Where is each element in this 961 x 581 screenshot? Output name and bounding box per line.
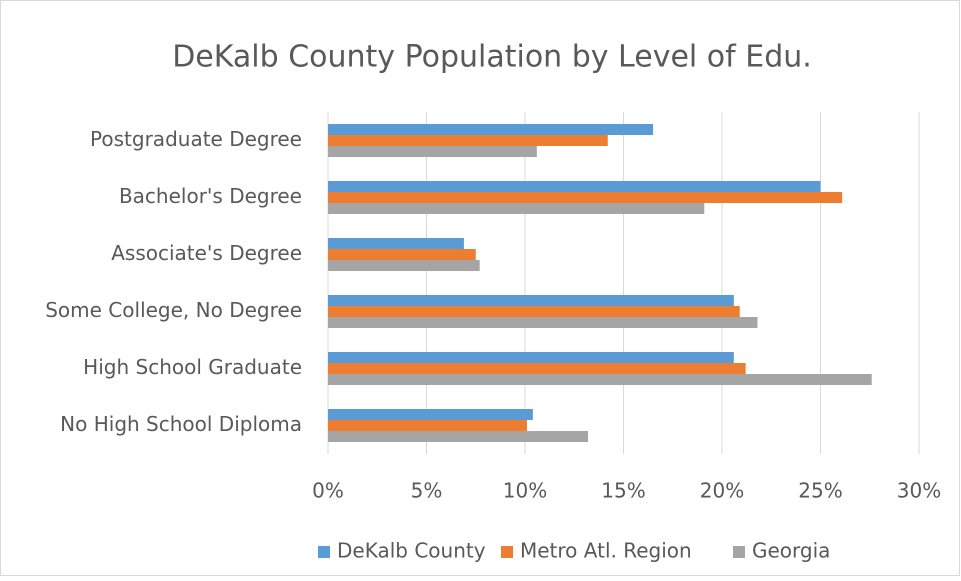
y-tick-label: Postgraduate Degree xyxy=(90,127,302,151)
bar xyxy=(328,181,821,192)
bar xyxy=(328,431,589,442)
bar xyxy=(328,146,537,157)
x-tick-label: 15% xyxy=(601,479,645,503)
bar xyxy=(328,135,608,146)
bar xyxy=(328,192,843,203)
x-tick-label: 0% xyxy=(312,479,344,503)
y-tick-label: Associate's Degree xyxy=(111,241,302,265)
bar xyxy=(328,295,734,306)
bar xyxy=(328,352,734,363)
bar xyxy=(328,374,872,385)
y-tick-label: High School Graduate xyxy=(83,355,302,379)
bar xyxy=(328,260,480,271)
chart-title: DeKalb County Population by Level of Edu… xyxy=(172,40,812,75)
bar xyxy=(328,203,705,214)
legend-label: Metro Atl. Region xyxy=(520,539,692,563)
bar xyxy=(328,420,527,431)
bar xyxy=(328,409,533,420)
y-tick-label: No High School Diploma xyxy=(60,412,302,436)
legend-swatch xyxy=(318,546,330,558)
x-tick-label: 5% xyxy=(411,479,443,503)
bar xyxy=(328,317,758,328)
legend-label: Georgia xyxy=(752,539,830,563)
y-tick-label: Some College, No Degree xyxy=(45,298,302,322)
bar xyxy=(328,238,464,249)
x-tick-label: 30% xyxy=(897,479,941,503)
legend-label: DeKalb County xyxy=(337,539,486,563)
x-tick-label: 20% xyxy=(700,479,744,503)
bar xyxy=(328,306,740,317)
bar xyxy=(328,363,746,374)
legend-swatch xyxy=(501,546,513,558)
bar xyxy=(328,124,654,135)
legend-swatch xyxy=(733,546,745,558)
x-tick-label: 25% xyxy=(798,479,842,503)
x-tick-label: 10% xyxy=(503,479,547,503)
y-tick-label: Bachelor's Degree xyxy=(119,184,302,208)
bar xyxy=(328,249,476,260)
